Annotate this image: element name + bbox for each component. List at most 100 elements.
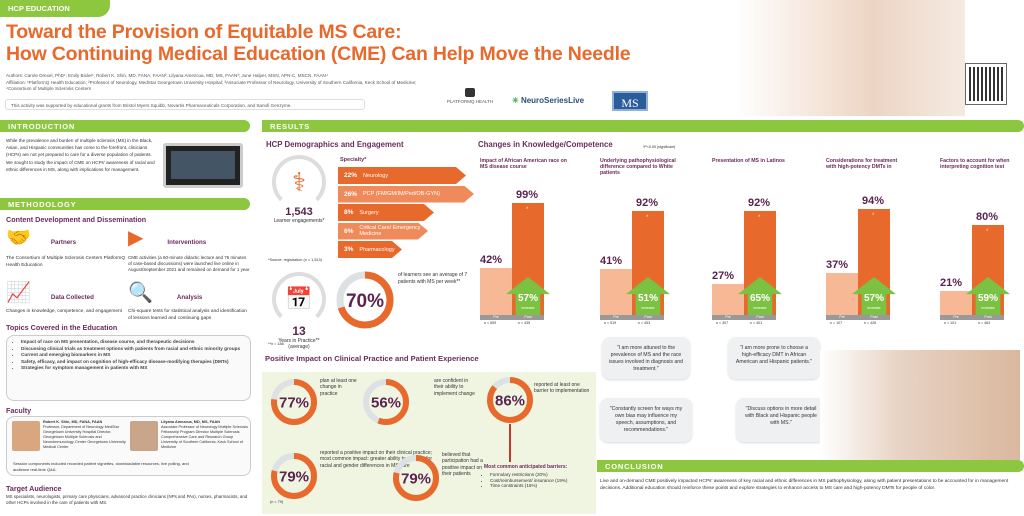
patient-photo: [820, 350, 1020, 460]
post-axis-label: Post: [632, 315, 664, 320]
specialty-name: PCP (FM/GM/IM/Ped/OB-GYN): [363, 191, 440, 197]
support-note: This activity was supported by education…: [5, 99, 365, 110]
laptop-image: [163, 143, 243, 188]
specialty-pct: 22%: [344, 172, 358, 179]
conclusion-header: CONCLUSION: [597, 460, 1024, 472]
impact-donut: 77%: [271, 379, 317, 425]
pre-axis-label: Pre: [712, 315, 744, 320]
pre-bar: [480, 267, 512, 315]
introduction-text: While the prevalence and burden of multi…: [6, 138, 155, 172]
topics-list: Impact of race on MS presentation, disea…: [13, 339, 244, 372]
years-value: 13: [292, 324, 306, 338]
donut-value: 79%: [279, 468, 309, 485]
neuroseries-logo: ✳ NeuroSeriesLive: [512, 96, 585, 105]
pre-value: 37%: [826, 259, 849, 272]
pre-axis-label: Pre: [600, 315, 632, 320]
handshake-icon: 🤝: [6, 227, 31, 249]
donut-fill: [336, 271, 394, 329]
significance-note: *P<0.05 (significant): [643, 145, 676, 149]
post-n: n = 453: [638, 321, 651, 325]
donut-value: 70%: [346, 291, 384, 312]
barrier-item: Time constraints (16%): [490, 483, 594, 489]
post-n: n = 401: [750, 321, 763, 325]
significance-marker: *: [986, 228, 989, 235]
chart-title: Impact of African American race on MS di…: [480, 158, 567, 171]
method-interventions: ▶ Interventions CME activities (a 60-minut…: [128, 228, 250, 273]
content-development-heading: Content Development and Dissemination: [6, 215, 147, 224]
topic-item: Strategies for symptom management in pat…: [21, 365, 244, 372]
demographics-heading: HCP Demographics and Engagement: [266, 140, 404, 149]
donut-fill: [363, 379, 409, 425]
faculty-note: Session components included recorded pat…: [13, 461, 189, 472]
method-data-collected: 📈 Data Collected Changes in knowledge, com…: [6, 283, 126, 315]
logo-text: NeuroSeriesLive: [520, 96, 585, 105]
increase-value: 57%: [517, 293, 538, 304]
impact-label: plan at least one change in practice: [320, 378, 357, 397]
donut-value: 77%: [279, 394, 309, 411]
qr-code[interactable]: [965, 63, 1007, 105]
pre-n: n = 519: [604, 321, 617, 325]
specialty-arrow: 8% Surgery: [338, 204, 434, 221]
faculty-details: Professor, Department of Neurology MedSt…: [43, 425, 126, 449]
barriers: Most common anticipated barriers: Formul…: [484, 464, 594, 489]
donut-fill: [393, 455, 439, 501]
pre-value: 42%: [480, 253, 503, 266]
quote-bubble: "I am more prone to choose a high-effica…: [728, 337, 820, 379]
donut-fill: [271, 453, 317, 499]
methodology-header: METHODOLOGY: [0, 198, 250, 210]
significance-marker: *: [758, 215, 761, 222]
post-value: 99%: [516, 189, 539, 202]
impact-donut: 56%: [363, 379, 409, 425]
specialty-arrow: 26% PCP (FM/GM/IM/Ped/OB-GYN): [338, 186, 474, 203]
quote-bubble: "I am more attuned to the prevalence of …: [602, 337, 690, 379]
faculty-photo: [130, 421, 158, 451]
specialty-pct: 3%: [344, 246, 354, 253]
method-text: CME activities (a 60-minute didactic lec…: [128, 255, 250, 272]
increase-label: increase: [641, 306, 655, 310]
donut-value: 86%: [495, 392, 525, 409]
knowledge-heading: Changes in Knowledge/Competence: [478, 140, 613, 149]
post-axis-label: Post: [858, 315, 890, 320]
pre-bar: [600, 268, 632, 315]
pre-n: n = 107: [830, 321, 843, 325]
specialty-arrow: 3% Pharmacology: [338, 241, 402, 258]
impact-donut: 79%: [271, 453, 317, 499]
method-title: Partners: [50, 239, 77, 246]
specialty-name: Critical Care/ Emergency Medicine: [359, 225, 421, 237]
logo-text: PLATFORMQ HEALTH: [446, 99, 494, 104]
title-line-2: How Continuing Medical Education (CME) C…: [6, 43, 631, 65]
specialty-name: Pharmacology: [359, 246, 395, 253]
post-axis-label: Post: [972, 315, 1004, 320]
method-text: The Consortium of Multiple Sclerosis Cen…: [6, 256, 126, 268]
faculty-box: Robert K. Shin, MD, FANA, FAAN Professor,…: [6, 416, 251, 476]
poster-title: Toward the Provision of Equitable MS Car…: [6, 21, 631, 65]
impact-n-note: (n = 79): [270, 500, 284, 504]
topic-item: Current and emerging biomarkers in MS: [21, 352, 244, 359]
topic-item: Safety, efficacy, and impact on cognitio…: [21, 359, 244, 366]
faculty-member: Robert K. Shin, MD, FANA, FAAN Professor,…: [43, 420, 129, 450]
increase-value: 65%: [749, 293, 770, 304]
source-note: *Source: registration (n = 1,513): [268, 258, 322, 262]
impact-label: believed that participation had a positi…: [442, 452, 483, 477]
donut-fill: [271, 379, 317, 425]
years-label: Years in Practice** (average): [278, 338, 320, 350]
specialty-pct: 26%: [344, 190, 358, 198]
significance-marker: *: [526, 207, 529, 214]
chart-title: Underlying pathophysiological difference…: [600, 158, 676, 177]
pre-value: 41%: [600, 254, 623, 267]
magnifier-chart-icon: 🔍: [128, 282, 153, 304]
method-analysis: 🔍 Analysis Chi-square tests for statistica…: [128, 283, 250, 322]
specialty-arrow: 6% Critical Care/ Emergency Medicine: [338, 223, 428, 240]
topic-item: Discussing clinical trials as treatment …: [21, 346, 244, 353]
post-value: 92%: [748, 197, 771, 210]
platformq-logo: PLATFORMQ HEALTH: [440, 88, 500, 104]
n-note: **n = 186: [268, 342, 284, 346]
chart-title: Presentation of MS in Latinos: [712, 158, 785, 164]
introduction-header: INTRODUCTION: [0, 120, 250, 132]
affiliation: Affiliation: ¹PlatformQ Health Education…: [6, 80, 417, 92]
increase-value: 59%: [977, 293, 998, 304]
impact-label: reported at least one barrier to impleme…: [534, 382, 590, 395]
video-play-icon: ▶: [128, 227, 144, 249]
significance-marker: *: [646, 215, 649, 222]
post-axis-label: Post: [744, 315, 776, 320]
